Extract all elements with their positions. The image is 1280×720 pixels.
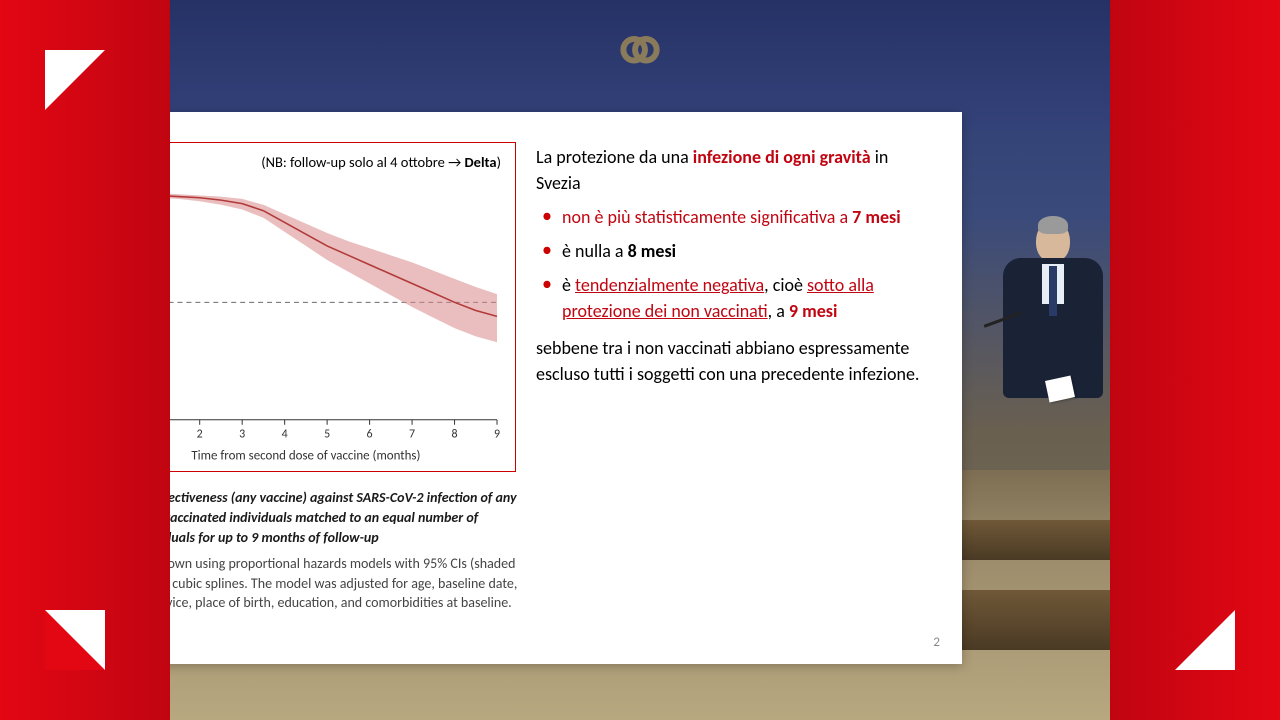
b3-e: , a [768, 300, 789, 322]
b2-text: è nulla a [562, 240, 628, 262]
svg-text:7: 7 [409, 428, 415, 442]
bullet-2: è nulla a 8 mesi [540, 238, 932, 264]
svg-text:3: 3 [239, 428, 245, 442]
speaker-figure [995, 220, 1110, 400]
frame-triangle-bottom-left [45, 610, 105, 670]
parliament-emblem: ⚭ [606, 5, 673, 99]
intro-part1: La protezione da una [536, 146, 693, 168]
svg-text:8: 8 [452, 428, 458, 442]
bullet-3: è tendenzialmente negativa, cioè sotto a… [540, 272, 932, 324]
frame-triangle-top-left [45, 50, 105, 110]
bullet-1: non è più statistica­mente significativa… [540, 204, 932, 230]
page-number: 2 [933, 635, 940, 650]
b2-emph: 8 mesi [628, 240, 677, 262]
svg-text:5: 5 [324, 428, 330, 442]
intro-highlight: infezione di ogni gravità [693, 146, 871, 168]
svg-text:6: 6 [367, 428, 373, 442]
tail-text: sebbene tra i non vacci­nati abbiano esp… [536, 335, 932, 387]
intro-text: La protezione da una infezione di ogni g… [536, 144, 932, 196]
frame-triangle-bottom-right [1175, 610, 1235, 670]
b1-emph: 7 mesi [852, 206, 901, 228]
b3-a: è [562, 274, 575, 296]
slide-right-column: La protezione da una infezione di ogni g… [536, 142, 932, 644]
svg-text:9: 9 [494, 428, 500, 442]
b3-f: 9 mesi [789, 300, 838, 322]
svg-text:Time from second dose of vacci: Time from second dose of vaccine (months… [191, 449, 420, 464]
b3-b: tendenzialmente negativa [575, 274, 764, 296]
svg-text:4: 4 [282, 428, 288, 442]
b3-c: , cioè [764, 274, 807, 296]
bullet-list: non è più statistica­mente significativa… [536, 204, 932, 324]
svg-text:2: 2 [197, 428, 203, 442]
b1-text: non è più statistica­mente significativa… [562, 206, 852, 228]
